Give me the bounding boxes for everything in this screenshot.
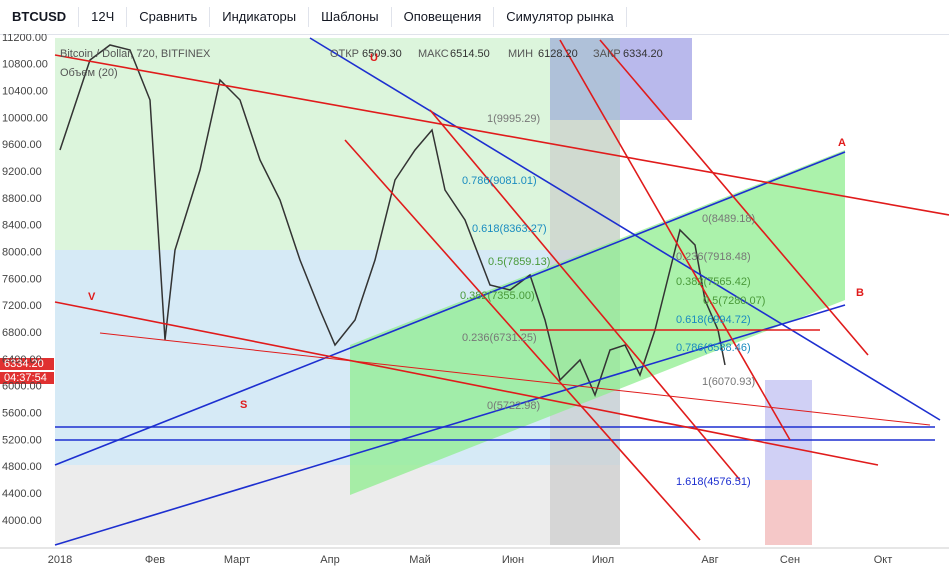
fib-label: 0.786(6588.46) xyxy=(676,342,751,354)
time-label: Июн xyxy=(502,554,524,566)
toolbar: BTCUSD 12Ч Сравнить Индикаторы Шаблоны Опов… xyxy=(0,0,949,35)
time-label: Май xyxy=(409,554,431,566)
legend-ohlc: 6514.50 xyxy=(450,48,490,60)
price-label: 4400.00 xyxy=(2,488,42,500)
price-label: 8400.00 xyxy=(2,220,42,232)
fib-label: 0.382(7355.00) xyxy=(460,290,535,302)
price-label: 6800.00 xyxy=(2,327,42,339)
price-label: 9200.00 xyxy=(2,166,42,178)
interval[interactable]: 12Ч xyxy=(79,7,128,27)
annotation: V xyxy=(88,291,96,303)
fib-label: 0(8489.18) xyxy=(702,213,755,225)
current-price: 6334.20 xyxy=(4,358,44,370)
price-label: 6400.00 xyxy=(2,354,42,366)
legend-ohlc: МИН xyxy=(508,48,533,60)
toolbar-button[interactable]: Индикаторы xyxy=(210,7,310,27)
annotation: U xyxy=(370,52,378,64)
zone xyxy=(765,380,812,480)
time-label: Июл xyxy=(592,554,614,566)
legend-title: Bitcoin / Dollar, 720, BITFINEX xyxy=(60,48,211,60)
fib-label: 0.5(7280.07) xyxy=(703,295,765,307)
time-label: 2018 xyxy=(48,554,72,566)
legend-ohlc: 6128.20 xyxy=(538,48,578,60)
fib-label: 1.618(4576.51) xyxy=(676,476,751,488)
toolbar-button[interactable]: Сравнить xyxy=(127,7,211,27)
price-label: 4000.00 xyxy=(2,515,42,527)
legend-ohlc: ОТКР xyxy=(330,48,359,60)
fib-label: 0.786(9081.01) xyxy=(462,175,537,187)
price-label: 7200.00 xyxy=(2,300,42,312)
drawings xyxy=(54,37,949,546)
zone xyxy=(55,465,620,545)
time-label: Окт xyxy=(874,554,893,566)
fib-label: 0(5722.98) xyxy=(487,400,540,412)
zone xyxy=(550,38,620,120)
price-label: 5600.00 xyxy=(2,408,42,420)
annotation: A xyxy=(838,137,846,149)
timer-badge xyxy=(0,372,54,384)
zone xyxy=(55,38,620,250)
fib-label: 0.236(6731.25) xyxy=(462,332,537,344)
legend-ohlc: ЗАКР xyxy=(593,48,621,60)
price-label: 8000.00 xyxy=(2,247,42,259)
time-label: Сен xyxy=(780,554,800,566)
price-line xyxy=(59,44,726,398)
volume-label: Объем (20) xyxy=(60,67,118,79)
fib-label: 0.236(7918.48) xyxy=(676,251,751,263)
annotation: B xyxy=(856,287,864,299)
price-label: 10400.00 xyxy=(2,86,48,98)
toolbar-button[interactable]: Симулятор рынка xyxy=(494,7,627,27)
time-label: Март xyxy=(224,554,250,566)
fib-label: 1(6070.93) xyxy=(702,376,755,388)
toolbar-button[interactable]: Шаблоны xyxy=(309,7,392,27)
price-label: 9600.00 xyxy=(2,139,42,151)
fib-label: 0.382(7565.42) xyxy=(676,276,751,288)
fib-label: 0.5(7859.13) xyxy=(488,256,550,268)
legend-ohlc: МАКС xyxy=(418,48,449,60)
channel xyxy=(350,150,845,495)
price-label: 8800.00 xyxy=(2,193,42,205)
price-label: 10800.00 xyxy=(2,59,48,71)
price-label: 10000.00 xyxy=(2,112,48,124)
fib-label: 1(9995.29) xyxy=(487,113,540,125)
price-label: 4800.00 xyxy=(2,461,42,473)
legend-ohlc: 6509.30 xyxy=(362,48,402,60)
price-label: 6000.00 xyxy=(2,381,42,393)
price-label: 5200.00 xyxy=(2,434,42,446)
time-label: Фев xyxy=(145,554,165,566)
toolbar-button[interactable]: Оповещения xyxy=(392,7,495,27)
symbol[interactable]: BTCUSD xyxy=(0,7,80,27)
price-label: 11200.00 xyxy=(2,34,47,44)
annotation: S xyxy=(240,399,247,411)
zone xyxy=(765,480,812,545)
timer: 04:37:54 xyxy=(4,372,47,384)
time-label: Апр xyxy=(320,554,339,566)
price-label: 7600.00 xyxy=(2,273,42,285)
time-label: Авг xyxy=(701,554,718,566)
fib-label: 0.618(8363.27) xyxy=(472,223,547,235)
fib-label: 0.618(6994.72) xyxy=(676,314,751,326)
legend-ohlc: 6334.20 xyxy=(623,48,663,60)
price-badge xyxy=(0,358,54,370)
chart: Bitcoin / Dollar, 720, BITFINEX ОТКР 6509.… xyxy=(0,34,949,566)
